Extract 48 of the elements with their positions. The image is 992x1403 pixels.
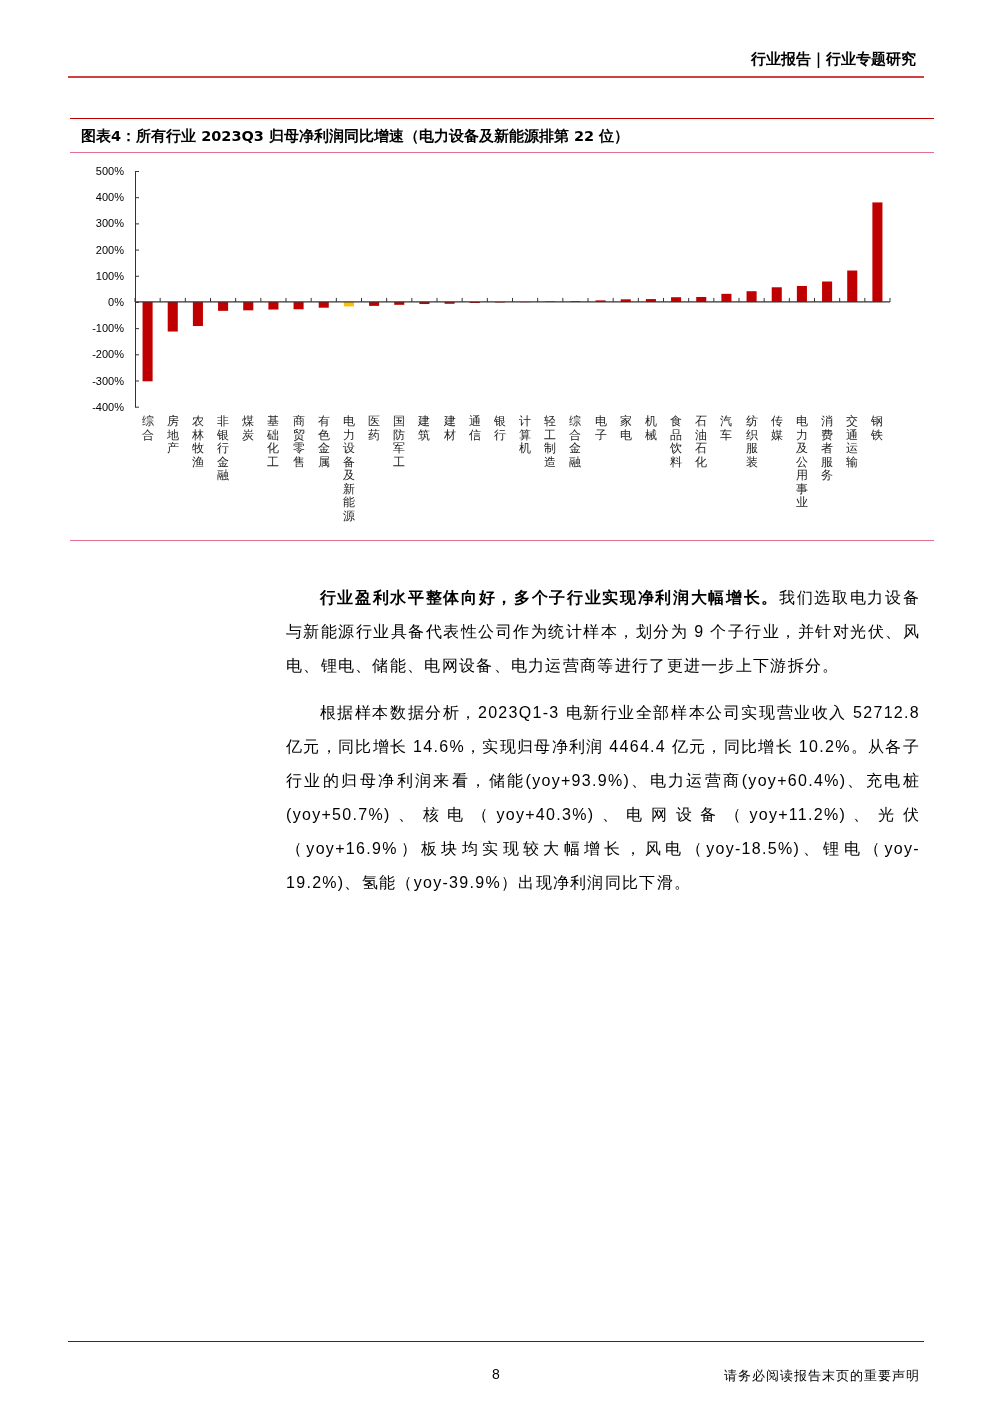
x-tick-label: 汽车	[720, 415, 733, 441]
x-tick-label: 轻工制造	[544, 415, 557, 468]
x-tick-label: 国防军工	[393, 415, 406, 468]
y-tick-label: -200%	[92, 348, 125, 361]
x-tick-label: 建筑	[417, 415, 431, 441]
text: 行业报告｜行业专题研究	[750, 50, 916, 69]
x-tick-label: 电力及公用事业	[795, 415, 808, 508]
y-tick-label: -300%	[92, 374, 125, 387]
text: 根据样本数据分析，2023Q1-3 电新行业全部样本公司实现营业收入 52712.8 亿元，同比增长 14.6%，实现归母净利润 4464.4 亿元，同比增长 10.2%。从各子行业的归母净利润来看，储能(yoy+93.9%)、电力运营商(yoy+60.4%)、充电桩(yoy+50.7%)、核电（yoy+40.3%)、电网设备（yoy+11.2%)、光伏（yoy+16.9%）板块均实现较大幅增长，风电（yoy-18.5%)、锂电（yoy-19.2%)、氢能（yoy-39.9%）出现净利润同比下滑。	[286, 703, 920, 893]
x-tick-label: 医药	[368, 415, 381, 441]
x-tick-label: 传媒	[770, 415, 783, 441]
x-tick-label: 交通运输	[846, 414, 859, 468]
text: 请务必阅读报告末页的重要声明	[724, 1368, 920, 1383]
x-tick-label: 银行	[492, 415, 506, 441]
text: 与新能源行业具备代表性公司作为统计样本，划分为 9 个子行业，并针对光伏、风电、锂电、储能、电网设备、电力运营商等进行了更进一步上下游拆分。	[286, 622, 920, 676]
x-tick-label: 电子	[594, 415, 607, 441]
x-tick-label: 农林牧渔	[190, 415, 204, 468]
x-tick-label: 石油石化	[695, 415, 708, 468]
y-tick-label: -400%	[92, 400, 125, 413]
x-tick-label: 煤炭	[242, 415, 255, 441]
text: 行业盈利水平整体向好，多个子行业实现净利润大幅增长。	[319, 589, 779, 606]
x-tick-label: 房地产	[165, 414, 179, 454]
chart-title: 图表4：所有行业 2023Q3 归母净利润同比增速（电力设备及新能源排第 22 位）	[81, 127, 630, 144]
text: 8	[492, 1366, 501, 1382]
x-tick-label: 基础化工	[266, 415, 280, 468]
x-tick-label: 电力设备及新能源	[342, 415, 355, 522]
x-tick-label: 食品饮料	[669, 415, 683, 468]
x-tick-label: 计算机	[519, 415, 532, 454]
x-tick-label: 机械	[644, 415, 657, 441]
x-tick-label: 有色金属	[317, 415, 330, 468]
y-tick-label: 500%	[95, 165, 125, 178]
x-tick-label: 家电	[619, 414, 632, 441]
y-tick-label: 0%	[108, 295, 125, 308]
y-tick-label: 100%	[95, 269, 125, 282]
x-tick-label: 通信	[468, 415, 481, 441]
x-tick-label: 非银行金融	[216, 415, 230, 481]
x-tick-label: 纺织服装	[745, 414, 758, 468]
x-tick-label: 综合	[141, 414, 154, 441]
y-tick-label: 400%	[95, 191, 125, 204]
x-tick-label: 建材	[442, 415, 456, 441]
x-tick-label: 消费者服务	[821, 415, 834, 481]
y-tick-label: 300%	[95, 217, 125, 230]
x-tick-label: 商贸零售	[292, 414, 305, 468]
x-tick-label: 综合金融	[569, 414, 582, 468]
y-tick-label: -100%	[92, 322, 125, 335]
text: 我们选取电力设备	[779, 589, 920, 606]
x-tick-label: 钢铁	[870, 415, 884, 441]
y-tick-label: 200%	[95, 243, 125, 256]
